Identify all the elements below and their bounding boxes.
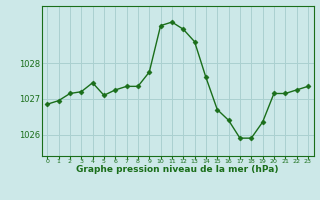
X-axis label: Graphe pression niveau de la mer (hPa): Graphe pression niveau de la mer (hPa) bbox=[76, 165, 279, 174]
